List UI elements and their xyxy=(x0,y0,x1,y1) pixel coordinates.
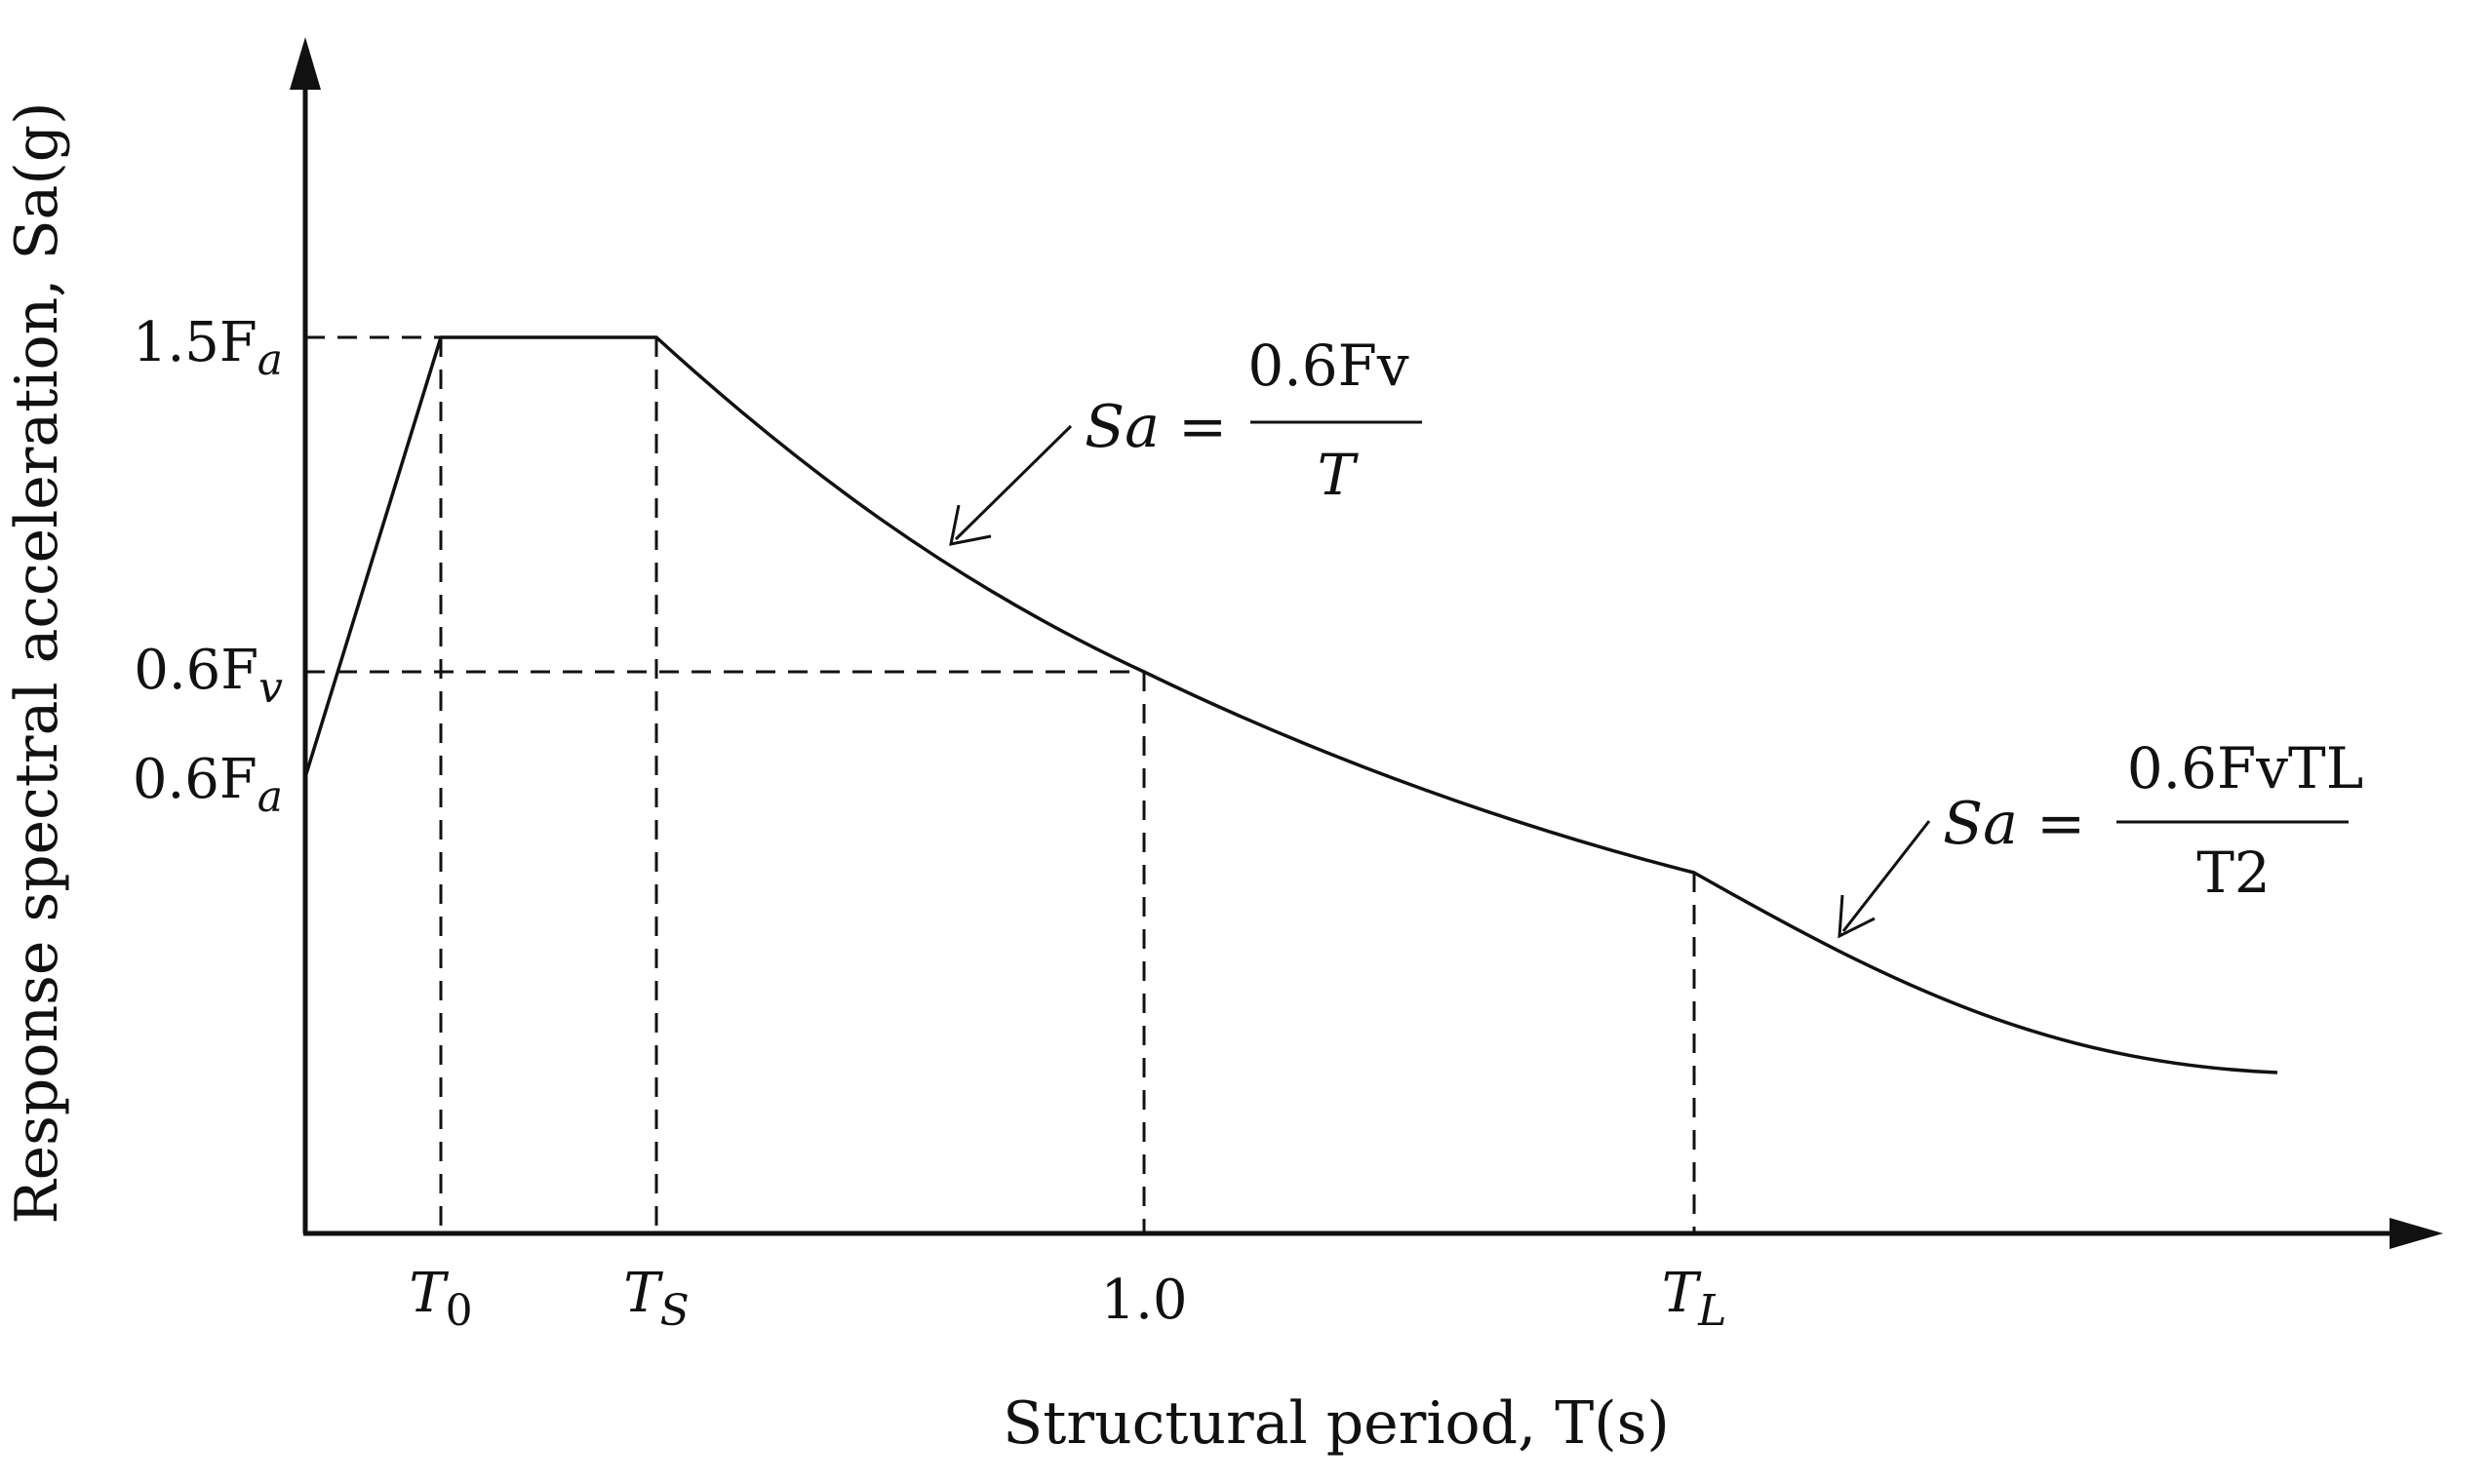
y-axis-label: Response spectral acceleration, Sa(g) xyxy=(3,101,71,1224)
eq1-numerator: 0.6Fv xyxy=(1247,332,1408,399)
annotation-eq2: Sa = 0.6FvTL T2 xyxy=(1838,735,2363,939)
eq2-denominator: T2 xyxy=(2196,840,2271,906)
y-axis-arrowhead xyxy=(290,37,321,90)
eq2-arrowhead xyxy=(1838,894,1876,939)
eq1-lhs: Sa = xyxy=(1085,393,1227,461)
reference-lines xyxy=(305,335,1696,1233)
y-tick-0.6Fa: 0.6Fa xyxy=(133,748,283,822)
eq1-arrow-shaft xyxy=(954,424,1073,541)
eq2-arrow-shaft xyxy=(1841,820,1931,932)
x-axis-label: Structural period, T(s) xyxy=(1003,1389,1670,1458)
x-tick-TS: TS xyxy=(623,1262,690,1336)
y-tick-1.5Fa: 1.5Fa xyxy=(133,311,283,385)
x-tick-1.0: 1.0 xyxy=(1100,1269,1187,1332)
eq2-lhs: Sa = xyxy=(1943,790,2085,858)
eq1-denominator: T xyxy=(1318,442,1360,508)
y-tick-0.6Fv: 0.6Fv xyxy=(134,639,283,713)
spectrum-curve xyxy=(303,335,2278,1074)
eq2-numerator: 0.6FvTL xyxy=(2127,735,2363,801)
eq1-arrowhead xyxy=(949,504,992,546)
x-tick-TL: TL xyxy=(1662,1262,1727,1336)
annotation-eq1: Sa = 0.6Fv T xyxy=(949,332,1422,546)
x-axis-arrowhead xyxy=(2390,1218,2443,1249)
x-tick-T0: T0 xyxy=(409,1262,472,1336)
